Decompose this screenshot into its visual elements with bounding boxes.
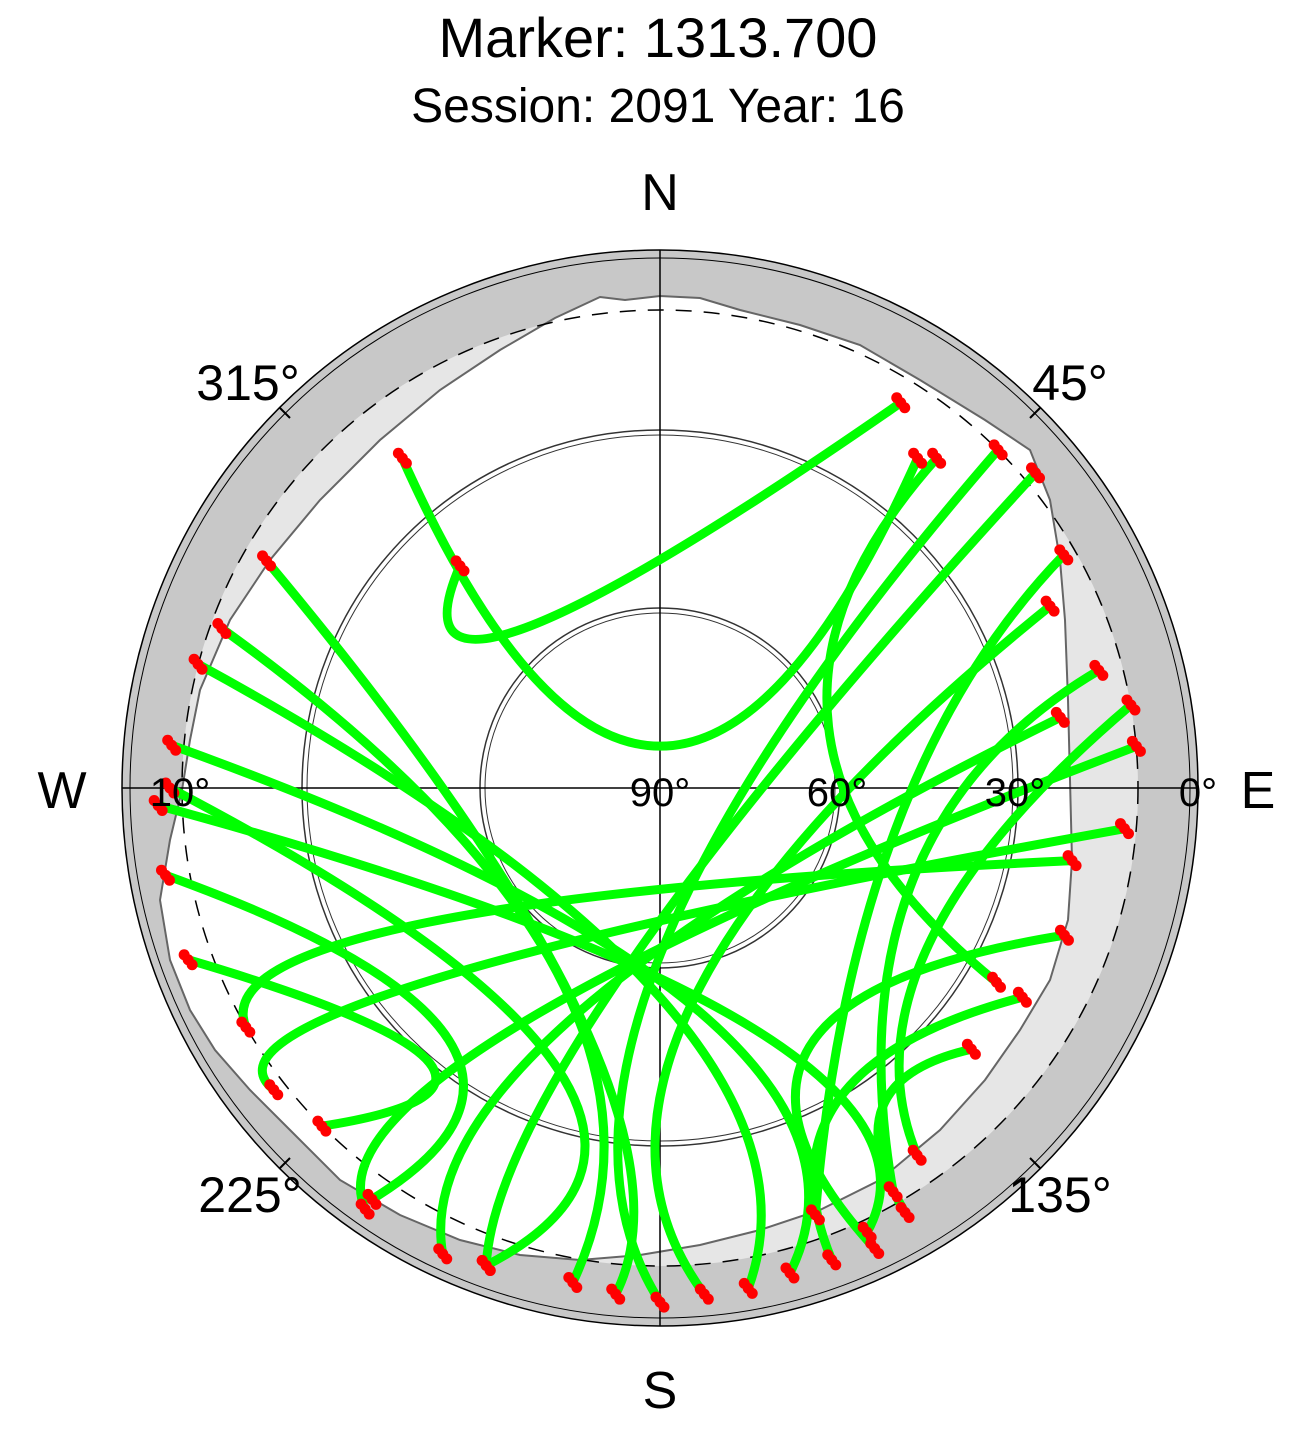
satellite-track xyxy=(160,870,468,1204)
flagged-point xyxy=(1122,828,1134,840)
compass-north: N xyxy=(641,164,679,222)
tick-225 xyxy=(279,1157,291,1169)
satellite-track xyxy=(238,856,1077,1032)
flagged-point xyxy=(370,1198,382,1210)
flagged-point xyxy=(1020,996,1032,1008)
flagged-point xyxy=(873,1248,885,1260)
flagged-point xyxy=(899,402,911,414)
satellite-track xyxy=(442,398,906,644)
chart-subtitle: Session: 2091 Year: 16 xyxy=(411,80,905,133)
flagged-point xyxy=(935,457,947,469)
elevation-label-60: 60° xyxy=(807,771,868,815)
flagged-point xyxy=(969,1048,981,1060)
satellite-track xyxy=(153,801,886,1237)
flagged-point xyxy=(1048,605,1060,617)
satellite-track xyxy=(183,955,441,1131)
satellite-track xyxy=(810,550,1069,1220)
satellite-track xyxy=(790,930,1069,1254)
flagged-point xyxy=(363,1208,375,1220)
flagged-point xyxy=(916,457,928,469)
flagged-point xyxy=(458,565,470,577)
elevation-label-10: 10° xyxy=(150,771,211,815)
flagged-point xyxy=(1062,554,1074,566)
flagged-point xyxy=(441,1253,453,1265)
flagged-point xyxy=(186,959,198,971)
flagged-point xyxy=(484,1264,496,1276)
tick-315 xyxy=(279,407,291,419)
compass-south: S xyxy=(643,1362,678,1420)
flagged-point xyxy=(1134,745,1146,757)
satellite-track xyxy=(193,659,766,1293)
flagged-point xyxy=(244,1026,256,1038)
chart-title: Marker: 1313.700 xyxy=(438,6,878,69)
azimuth-label-315: 315° xyxy=(196,355,299,411)
satellite-track xyxy=(822,453,1001,987)
tick-45 xyxy=(1029,407,1041,419)
satellite-track xyxy=(167,740,814,1278)
tick-135 xyxy=(1029,1157,1041,1169)
flagged-point xyxy=(1033,472,1045,484)
flagged-point xyxy=(1062,934,1074,946)
satellite-track xyxy=(257,824,1129,1095)
flagged-point xyxy=(168,787,180,799)
satellite-track xyxy=(356,741,1141,1214)
flagged-point xyxy=(1058,716,1070,728)
flagged-point xyxy=(788,1272,800,1284)
elevation-label-90: 90° xyxy=(630,771,691,815)
satellite-tracks xyxy=(153,398,1141,1307)
elevation-label-0: 0° xyxy=(1179,771,1217,815)
compass-east: E xyxy=(1241,762,1276,820)
flagged-point xyxy=(170,744,182,756)
flagged-point xyxy=(891,1191,903,1203)
flagged-point xyxy=(702,1293,714,1305)
flagged-point xyxy=(156,805,168,817)
flagged-point xyxy=(320,1125,332,1137)
flagged-point xyxy=(658,1301,670,1313)
flagged-point xyxy=(400,457,412,469)
flagged-point xyxy=(571,1282,583,1294)
flagged-point xyxy=(830,1259,842,1271)
flagged-point xyxy=(220,628,232,640)
flagged-point xyxy=(813,1214,825,1226)
flagged-point xyxy=(915,1154,927,1166)
flagged-point xyxy=(196,663,208,675)
azimuth-label-225: 225° xyxy=(198,1167,301,1223)
flagged-point xyxy=(903,1212,915,1224)
flagged-point xyxy=(1070,860,1082,872)
flagged-point xyxy=(746,1287,758,1299)
flagged-point xyxy=(996,449,1008,461)
flagged-point xyxy=(994,981,1006,993)
flagged-point xyxy=(1097,669,1109,681)
azimuth-label-45: 45° xyxy=(1032,355,1108,411)
satellite-track xyxy=(217,624,609,1287)
satellite-track xyxy=(613,445,1003,1307)
flagged-points xyxy=(148,392,1146,1313)
satellite-track xyxy=(876,665,1104,1197)
compass-west: W xyxy=(37,762,86,820)
flagged-point xyxy=(272,1089,284,1101)
satellite-track xyxy=(436,712,1065,1259)
satellite-track xyxy=(873,1044,976,1218)
azimuth-label-135: 135° xyxy=(1008,1167,1111,1223)
elevation-label-30: 30° xyxy=(985,771,1046,815)
flagged-point xyxy=(1129,704,1141,716)
flagged-point xyxy=(163,874,175,886)
flagged-point xyxy=(614,1293,626,1305)
flagged-point xyxy=(265,560,277,572)
satellite-track xyxy=(650,601,1055,1299)
